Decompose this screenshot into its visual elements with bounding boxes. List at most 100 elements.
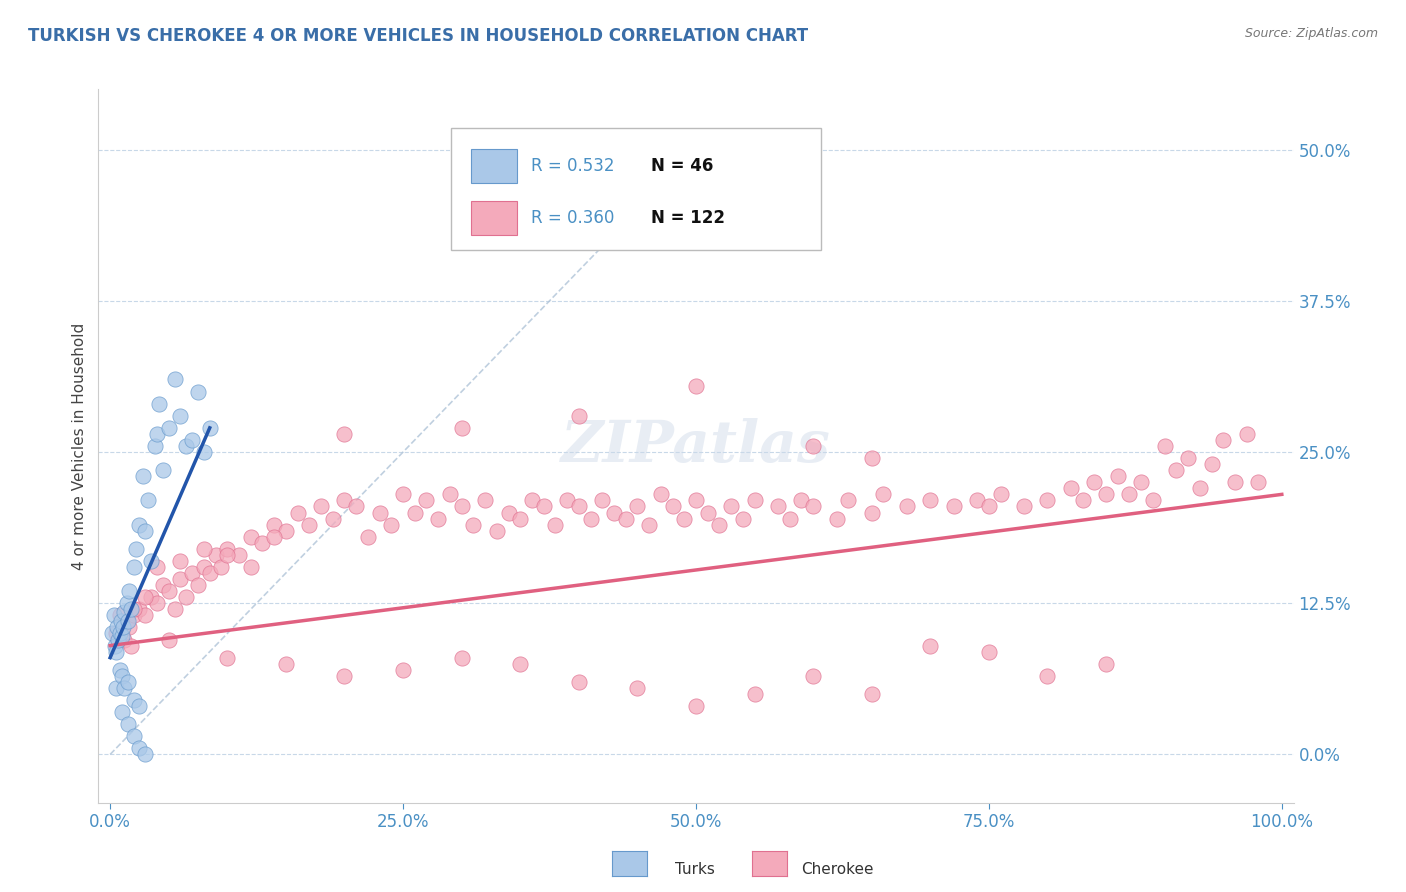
Point	[1236, 426, 1258, 441]
Point	[568, 500, 591, 514]
Point	[696, 506, 718, 520]
Point	[141, 554, 163, 568]
Point	[211, 560, 233, 574]
Point	[108, 608, 131, 623]
Point	[117, 717, 139, 731]
Point	[392, 663, 415, 677]
Point	[942, 500, 965, 514]
Point	[860, 506, 883, 520]
Point	[404, 506, 426, 520]
Point	[1177, 451, 1199, 466]
Point	[1247, 475, 1270, 490]
Point	[1223, 475, 1246, 490]
Point	[204, 548, 226, 562]
Point	[498, 506, 520, 520]
Point	[117, 615, 139, 629]
Point	[427, 511, 450, 525]
Point	[157, 584, 180, 599]
Point	[193, 541, 215, 556]
Point	[650, 487, 672, 501]
Point	[1036, 493, 1059, 508]
Point	[104, 639, 127, 653]
Point	[1036, 669, 1059, 683]
Point	[193, 445, 215, 459]
Point	[263, 517, 285, 532]
Point	[825, 511, 848, 525]
Point	[163, 372, 186, 386]
Point	[125, 541, 148, 556]
Point	[568, 409, 591, 423]
Point	[415, 493, 437, 508]
Point	[122, 693, 145, 707]
Point	[193, 560, 215, 574]
Point	[1083, 475, 1105, 490]
Point	[128, 741, 150, 756]
Point	[801, 500, 824, 514]
Point	[896, 500, 918, 514]
Point	[357, 530, 380, 544]
Point	[1095, 657, 1118, 671]
Point	[860, 687, 883, 701]
Point	[1071, 493, 1094, 508]
Point	[228, 548, 250, 562]
Point	[568, 674, 591, 689]
Point	[450, 650, 472, 665]
Point	[298, 517, 321, 532]
Point	[111, 669, 134, 683]
Point	[1201, 457, 1223, 471]
Point	[134, 524, 156, 538]
Text: Source: ZipAtlas.com: Source: ZipAtlas.com	[1244, 27, 1378, 40]
Point	[136, 493, 159, 508]
Point	[591, 493, 613, 508]
Point	[112, 681, 135, 695]
Point	[198, 566, 221, 580]
Point	[217, 548, 239, 562]
Point	[533, 500, 555, 514]
Point	[1188, 481, 1211, 495]
Point	[111, 629, 134, 643]
Point	[509, 657, 531, 671]
Point	[579, 511, 602, 525]
Point	[860, 451, 883, 466]
Point	[872, 487, 894, 501]
Point	[920, 493, 942, 508]
Point	[920, 639, 942, 653]
Point	[1118, 487, 1140, 501]
Point	[287, 506, 309, 520]
Point	[112, 620, 135, 634]
Point	[309, 500, 332, 514]
Point	[685, 699, 707, 714]
Point	[474, 493, 496, 508]
Point	[181, 566, 204, 580]
Point	[614, 511, 637, 525]
Point	[112, 632, 135, 647]
Point	[744, 687, 766, 701]
Point	[1095, 487, 1118, 501]
Point	[132, 469, 155, 483]
Point	[118, 620, 141, 634]
Point	[128, 699, 150, 714]
Point	[101, 626, 124, 640]
Text: N = 122: N = 122	[651, 209, 724, 227]
Point	[1060, 481, 1083, 495]
Point	[837, 493, 859, 508]
Point	[174, 439, 197, 453]
Point	[122, 729, 145, 743]
Point	[107, 632, 129, 647]
Point	[977, 645, 1000, 659]
Point	[122, 608, 145, 623]
Point	[122, 602, 145, 616]
Point	[709, 517, 731, 532]
Point	[141, 590, 163, 604]
Point	[105, 626, 128, 640]
Text: R = 0.360: R = 0.360	[531, 209, 614, 227]
Point	[720, 500, 742, 514]
Point	[217, 541, 239, 556]
FancyBboxPatch shape	[471, 201, 517, 235]
Point	[198, 421, 221, 435]
Point	[110, 615, 132, 629]
Point	[181, 433, 204, 447]
Point	[380, 517, 402, 532]
Point	[152, 578, 174, 592]
Point	[439, 487, 461, 501]
